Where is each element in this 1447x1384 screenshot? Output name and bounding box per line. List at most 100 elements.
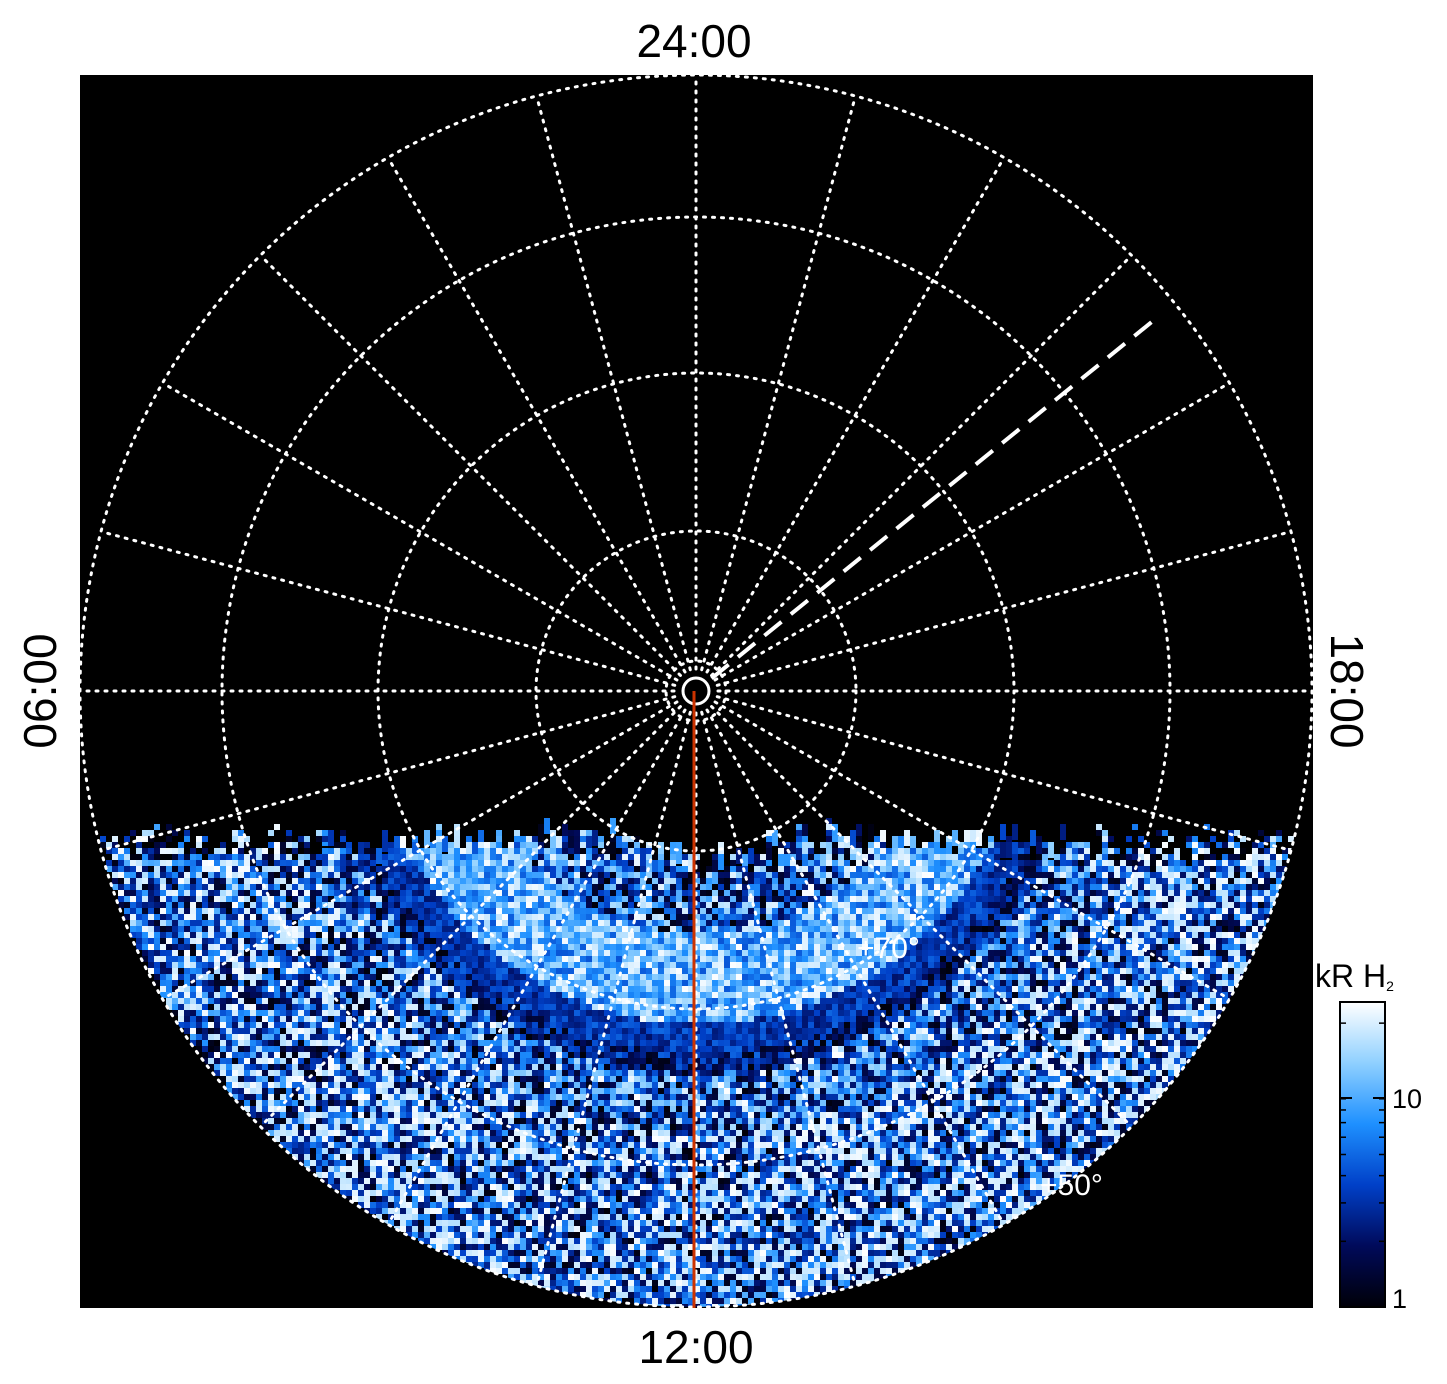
heat-cell <box>256 932 262 938</box>
heat-cell <box>1270 878 1276 884</box>
heat-cell <box>424 992 430 998</box>
heat-cell <box>1060 896 1066 902</box>
heat-cell <box>1252 854 1258 860</box>
heat-cell <box>1258 902 1264 908</box>
heat-cell <box>1234 896 1240 902</box>
heat-cell <box>1198 872 1204 878</box>
heat-cell <box>166 938 172 944</box>
heat-cell <box>352 932 358 938</box>
heat-cell <box>220 854 226 860</box>
heat-cell <box>1060 902 1066 908</box>
heat-cell <box>1006 980 1012 986</box>
heat-cell <box>196 992 202 998</box>
heat-cell <box>262 872 268 878</box>
heat-cell <box>1186 950 1192 956</box>
heat-cell <box>1036 920 1042 926</box>
heat-cell <box>142 848 148 854</box>
heat-cell <box>274 824 280 830</box>
heat-cell <box>1036 938 1042 944</box>
heat-cell <box>262 980 268 986</box>
heat-cell <box>388 974 394 980</box>
heat-cell <box>322 998 328 1004</box>
heat-cell <box>1240 890 1246 896</box>
heat-cell <box>1114 938 1120 944</box>
heat-cell <box>352 926 358 932</box>
heat-cell <box>382 992 388 998</box>
heat-cell <box>1210 944 1216 950</box>
heat-cell <box>130 908 136 914</box>
heat-cell <box>1102 890 1108 896</box>
heat-cell <box>1222 938 1228 944</box>
heat-cell <box>1276 878 1282 884</box>
heat-cell <box>1132 848 1138 854</box>
heat-cell <box>1108 836 1114 842</box>
heat-cell <box>304 944 310 950</box>
heat-cell <box>1210 896 1216 902</box>
heat-cell <box>154 950 160 956</box>
heat-cell <box>1168 992 1174 998</box>
heat-cell <box>166 890 172 896</box>
heat-cell <box>1060 908 1066 914</box>
heat-cell <box>1234 950 1240 956</box>
heat-cell <box>400 968 406 974</box>
heat-cell <box>328 956 334 962</box>
heat-cell <box>226 920 232 926</box>
heat-cell <box>1060 944 1066 950</box>
heat-cell <box>1252 884 1258 890</box>
heat-cell <box>130 878 136 884</box>
heat-cell <box>1192 938 1198 944</box>
heat-cell <box>220 974 226 980</box>
heat-cell <box>286 830 292 836</box>
heat-cell <box>1006 950 1012 956</box>
heat-cell <box>148 872 154 878</box>
heat-cell <box>1114 986 1120 992</box>
heat-cell <box>1114 902 1120 908</box>
heat-cell <box>1168 914 1174 920</box>
heat-cell <box>1246 860 1252 866</box>
heat-cell <box>1096 896 1102 902</box>
heat-cell <box>286 860 292 866</box>
heat-cell <box>1204 950 1210 956</box>
heat-cell <box>280 896 286 902</box>
heat-cell <box>364 980 370 986</box>
heat-cell <box>1006 962 1012 968</box>
heat-cell <box>1108 950 1114 956</box>
heat-cell <box>1060 962 1066 968</box>
heat-cell <box>1258 920 1264 926</box>
heat-cell <box>1108 938 1114 944</box>
heat-cell <box>1102 866 1108 872</box>
heat-cell <box>1072 950 1078 956</box>
heat-cell <box>154 956 160 962</box>
heat-cell <box>232 950 238 956</box>
heat-cell <box>1222 986 1228 992</box>
heat-cell <box>172 938 178 944</box>
heat-cell <box>292 902 298 908</box>
heat-cell <box>304 872 310 878</box>
heat-cell <box>1120 950 1126 956</box>
heat-cell <box>124 854 130 860</box>
heat-cell <box>166 980 172 986</box>
heat-cell <box>346 986 352 992</box>
heat-cell <box>268 914 274 920</box>
heat-cell <box>1192 854 1198 860</box>
heat-cell <box>346 938 352 944</box>
heat-cell <box>1216 920 1222 926</box>
heat-cell <box>244 998 250 1004</box>
heat-cell <box>1072 968 1078 974</box>
heat-cell <box>1084 980 1090 986</box>
heat-cell <box>184 872 190 878</box>
heat-cell <box>1060 890 1066 896</box>
heat-cell <box>298 836 304 842</box>
heat-cell <box>1084 878 1090 884</box>
heat-cell <box>1132 962 1138 968</box>
heat-cell <box>1228 914 1234 920</box>
heat-cell <box>358 950 364 956</box>
heat-cell <box>1168 926 1174 932</box>
heat-cell <box>1006 956 1012 962</box>
heat-cell <box>1186 962 1192 968</box>
heat-cell <box>1132 920 1138 926</box>
heat-cell <box>166 824 172 830</box>
heat-cell <box>1096 992 1102 998</box>
heat-cell <box>1222 974 1228 980</box>
heat-cell <box>1066 986 1072 992</box>
